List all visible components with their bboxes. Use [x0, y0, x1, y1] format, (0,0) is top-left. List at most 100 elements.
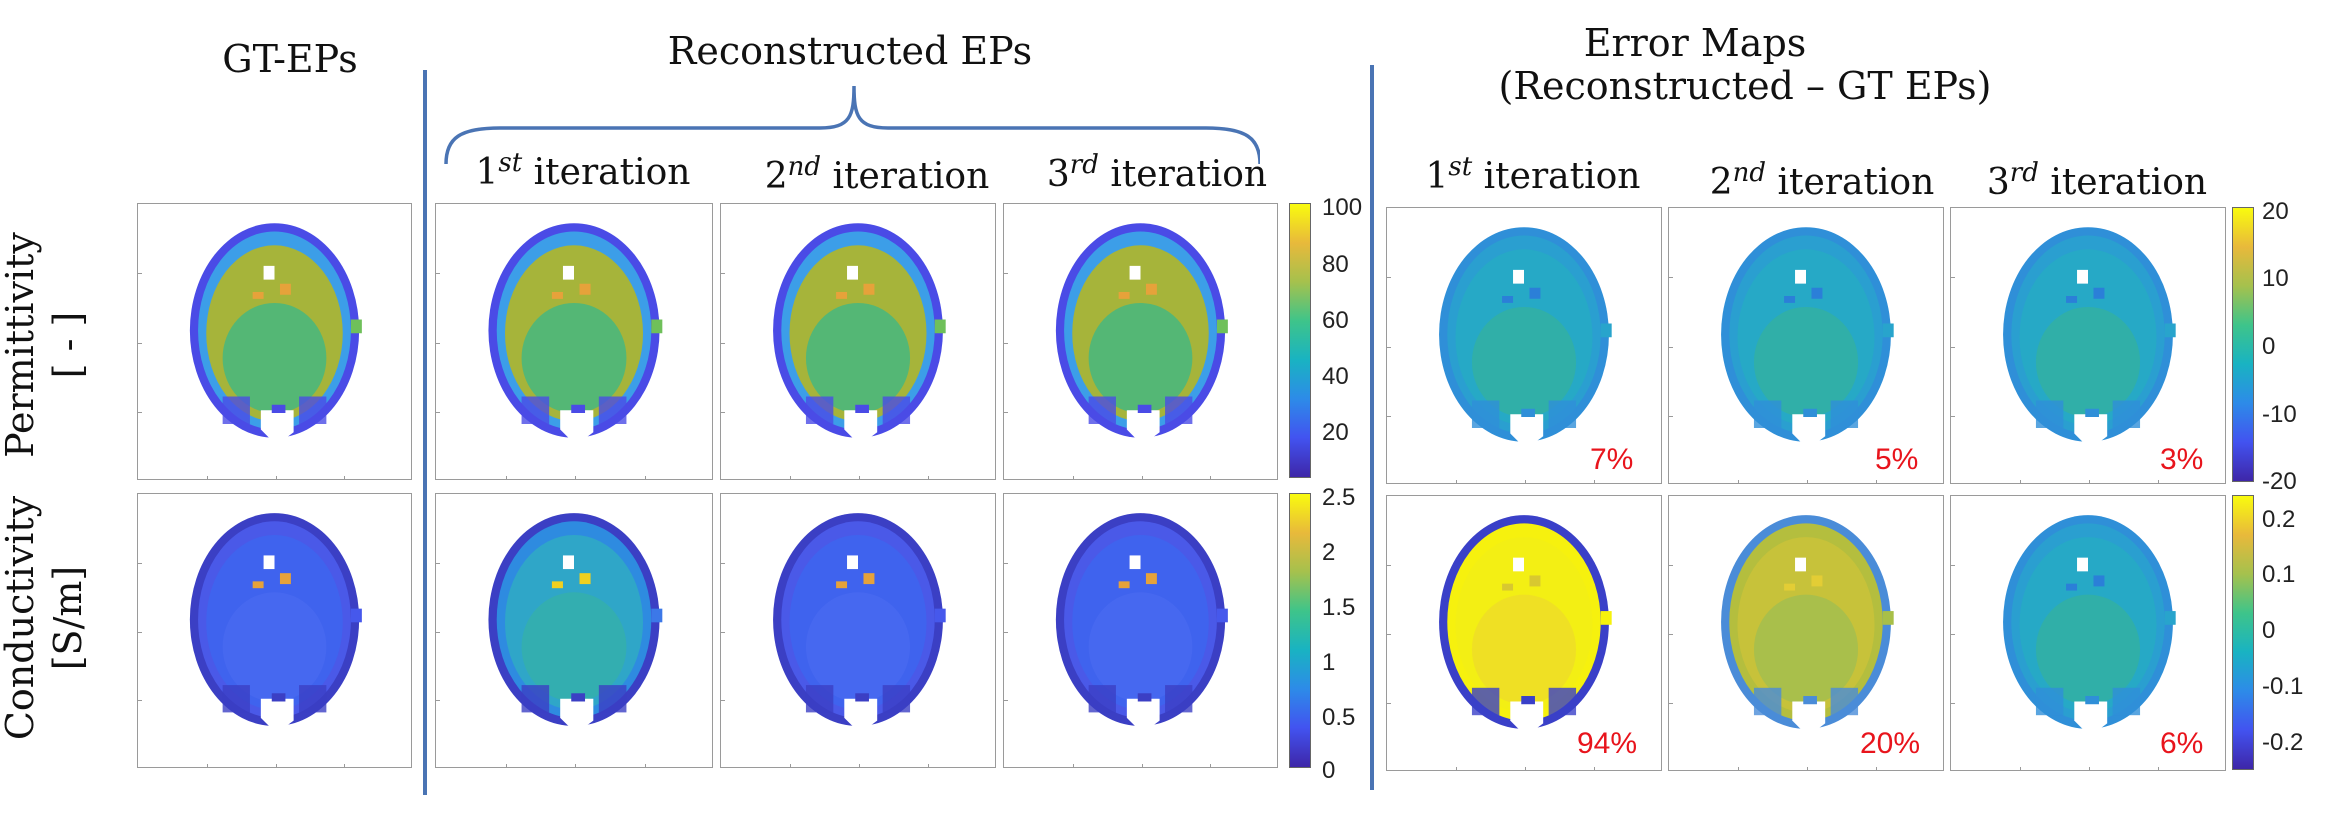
panel-axis-tick	[1951, 634, 1955, 635]
cbar-perm-tick: 20	[1322, 419, 1349, 446]
panel-axis-tick	[721, 273, 725, 275]
header-gt-eps: GT-EPs	[222, 37, 358, 81]
panel-axis-tick	[575, 476, 576, 479]
panel-error-perm-iter1	[1386, 207, 1662, 484]
panel-axis-tick	[644, 476, 646, 479]
panel-error-perm-iter2	[1668, 207, 1944, 484]
panel-axis-tick	[1525, 767, 1526, 770]
panel-axis-tick	[1807, 480, 1808, 483]
cbar-cond-tick: 0.5	[1322, 704, 1356, 731]
panel-axis-tick	[138, 273, 142, 275]
error-iter-3-label: 3rd iteration	[1986, 158, 2208, 203]
brain-map-image	[2003, 515, 2176, 732]
cbar-cond-tick: 2	[1322, 539, 1336, 566]
panel-axis-tick	[859, 476, 860, 479]
panel-axis-tick	[721, 631, 725, 633]
panel-axis-tick	[1669, 346, 1673, 348]
cbar-perm-tick: 100	[1322, 194, 1363, 221]
panel-axis-tick	[2158, 767, 2159, 770]
error-percent-perm-iter3: 3%	[2160, 443, 2204, 476]
cbar-perm-tick: 60	[1322, 307, 1349, 334]
panel-axis-tick	[2020, 480, 2021, 483]
panel-error-cond-iter2	[1668, 495, 1944, 771]
panel-axis-tick	[1387, 277, 1391, 279]
panel-axis-tick	[644, 764, 646, 767]
panel-axis-tick	[275, 476, 277, 479]
panel-axis-tick	[1594, 767, 1595, 770]
panel-recon-cond-iter3	[1003, 493, 1278, 768]
panel-axis-tick	[1072, 476, 1074, 479]
panel-axis-tick	[2158, 480, 2159, 483]
panel-axis-tick	[1669, 277, 1673, 279]
brace-reconstructed	[444, 85, 1260, 165]
panel-recon-perm-iter2	[720, 203, 996, 480]
panel-axis-tick	[275, 764, 277, 767]
panel-axis-tick	[344, 476, 346, 479]
brain-map-image	[189, 513, 362, 729]
panel-axis-tick	[436, 411, 440, 413]
panel-axis-tick	[138, 631, 142, 633]
divider-right	[1370, 65, 1374, 790]
panel-axis-tick	[790, 476, 791, 479]
error-percent-perm-iter2: 5%	[1875, 443, 1919, 476]
panel-axis-tick	[1387, 565, 1391, 566]
row-label-conductivity: Conductivity [S/m]	[0, 495, 90, 741]
panel-axis-tick	[1951, 703, 1955, 704]
panel-axis-tick	[1951, 346, 1955, 348]
panel-gt-conductivity	[137, 493, 412, 768]
panel-axis-tick	[928, 476, 929, 479]
panel-recon-cond-iter1	[435, 493, 713, 768]
header-error-maps: Error Maps	[1583, 21, 1807, 65]
cbar-cond-err-tick: -0.2	[2262, 729, 2304, 756]
cbar-cond-tick: 0	[1322, 757, 1336, 784]
panel-axis-tick	[1669, 703, 1673, 704]
panel-recon-perm-iter3	[1003, 203, 1278, 480]
panel-axis-tick	[1525, 480, 1526, 483]
panel-error-cond-iter3	[1950, 495, 2226, 771]
error-iter-1-label: 1st iteration	[1425, 152, 1641, 197]
cbar-perm-err-tick: 10	[2262, 265, 2289, 292]
panel-axis-tick	[1004, 631, 1008, 633]
panel-axis-tick	[1210, 476, 1212, 479]
panel-axis-tick	[436, 273, 440, 275]
panel-axis-tick	[1951, 415, 1955, 417]
panel-axis-tick	[1951, 565, 1955, 566]
panel-axis-tick	[721, 342, 725, 344]
panel-axis-tick	[721, 700, 725, 702]
panel-axis-tick	[138, 342, 142, 344]
panel-axis-tick	[1141, 476, 1143, 479]
panel-axis-tick	[1951, 277, 1955, 279]
cbar-cond-err-tick: 0.2	[2262, 506, 2296, 533]
panel-axis-tick	[1738, 767, 1739, 770]
panel-axis-tick	[1004, 411, 1008, 413]
panel-axis-tick	[436, 700, 440, 702]
panel-axis-tick	[436, 631, 440, 633]
panel-axis-tick	[2089, 480, 2090, 483]
error-percent-cond-iter3: 6%	[2160, 727, 2204, 760]
cbar-cond-tick: 2.5	[1322, 484, 1356, 511]
panel-error-cond-iter1	[1386, 495, 1662, 771]
error-percent-cond-iter2: 20%	[1860, 727, 1921, 760]
panel-axis-tick	[790, 764, 791, 767]
recon-iter-2-label: 2nd iteration	[764, 152, 990, 197]
panel-axis-tick	[436, 562, 440, 564]
panel-recon-cond-iter2	[720, 493, 996, 768]
panel-axis-tick	[138, 562, 142, 564]
panel-axis-tick	[721, 411, 725, 413]
brain-map-image	[1439, 515, 1612, 732]
panel-axis-tick	[2020, 767, 2021, 770]
panel-axis-tick	[1456, 767, 1457, 770]
panel-axis-tick	[1669, 565, 1673, 566]
panel-axis-tick	[1210, 764, 1212, 767]
panel-axis-tick	[1072, 764, 1074, 767]
cbar-perm-err-tick: 20	[2262, 198, 2289, 225]
colorbar-conductivity	[1289, 493, 1311, 768]
error-percent-perm-iter1: 7%	[1590, 443, 1634, 476]
panel-axis-tick	[1387, 634, 1391, 635]
panel-error-perm-iter3	[1950, 207, 2226, 484]
panel-axis-tick	[1004, 273, 1008, 275]
panel-axis-tick	[1738, 480, 1739, 483]
panel-axis-tick	[138, 411, 142, 413]
cbar-perm-tick: 80	[1322, 251, 1349, 278]
